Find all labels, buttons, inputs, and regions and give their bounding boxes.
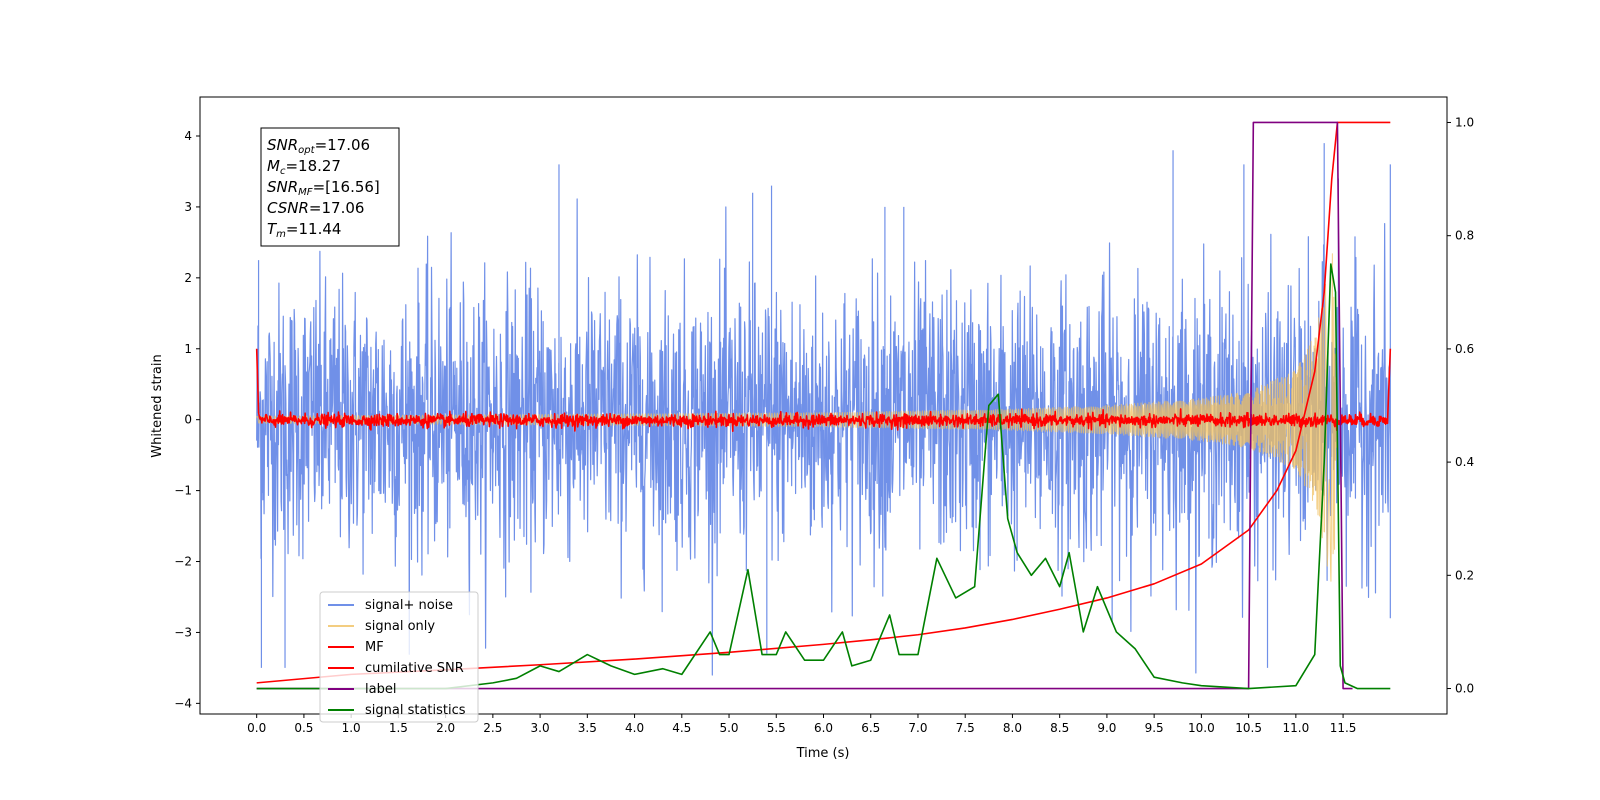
y-tick-label: 2	[184, 271, 192, 285]
series-label-line	[256, 121, 1353, 690]
series-signal-statistics-line	[256, 263, 1391, 690]
y-tick-label: −4	[174, 696, 192, 710]
y-right-tick-label: 1.0	[1455, 115, 1474, 129]
annotation-line: CSNR=17.06	[267, 199, 364, 217]
series-signal-only-line	[256, 253, 1338, 582]
legend-label-mf: MF	[365, 640, 384, 655]
annotation-line: SNRopt=17.06	[267, 136, 370, 156]
x-tick-label: 8.0	[1003, 721, 1022, 735]
x-tick-label: 6.5	[861, 721, 880, 735]
y-tick-label: 1	[184, 342, 192, 356]
annotation-line: Mc=18.27	[267, 157, 341, 177]
x-tick-label: 7.5	[956, 721, 975, 735]
series-layer	[255, 121, 1392, 690]
x-tick-label: 5.0	[719, 721, 738, 735]
x-axis-label: Time (s)	[796, 746, 850, 761]
x-tick-label: 2.5	[483, 721, 502, 735]
legend-label-label: label	[365, 682, 396, 697]
x-tick-label: 2.0	[436, 721, 455, 735]
x-tick-label: 9.0	[1097, 721, 1116, 735]
y-right-tick-label: 0.8	[1455, 229, 1474, 243]
x-tick-label: 3.0	[531, 721, 550, 735]
x-tick-label: 0.5	[294, 721, 313, 735]
y-right-tick-label: 0.4	[1455, 455, 1474, 469]
x-tick-label: 8.5	[1050, 721, 1069, 735]
annotation-line: SNRMF=[16.56]	[267, 178, 380, 198]
annotation-box: SNRopt=17.06Mc=18.27SNRMF=[16.56]CSNR=17…	[260, 127, 400, 247]
x-tick-label: 10.5	[1235, 721, 1262, 735]
x-tick-label: 6.0	[814, 721, 833, 735]
series-mf-line	[255, 348, 1392, 432]
legend-frame	[319, 591, 479, 723]
y-tick-label: 4	[184, 129, 192, 143]
x-tick-label: 1.0	[342, 721, 361, 735]
x-tick-label: 11.5	[1330, 721, 1357, 735]
legend-label-signal-statistics: signal statistics	[365, 703, 466, 718]
y-right-tick-label: 0.6	[1455, 342, 1474, 356]
x-tick-label: 5.5	[767, 721, 786, 735]
y-right-tick-label: 0.0	[1455, 682, 1474, 696]
y-tick-label: −3	[174, 625, 192, 639]
legend: signal+ noise signal only MF cumilative SNR…	[319, 591, 479, 723]
x-tick-label: 4.5	[672, 721, 691, 735]
x-tick-label: 3.5	[578, 721, 597, 735]
x-tick-label: 9.5	[1145, 721, 1164, 735]
x-axis: 0.0 0.5 1.0 1.5 2.0 2.5 3.0 3.5 4.0 4.5 5.0 5.5 6.0 6…	[247, 714, 1356, 735]
legend-label-signal-only: signal only	[365, 619, 435, 634]
series-cumilative-snr-line	[256, 121, 1391, 684]
y-tick-label: 0	[184, 413, 192, 427]
legend-label-cumilative-snr: cumilative SNR	[365, 661, 464, 676]
y-right-tick-label: 0.2	[1455, 568, 1474, 582]
legend-label-signal-noise: signal+ noise	[365, 598, 453, 613]
y-tick-label: −1	[174, 484, 192, 498]
y-axis-label: Whitened strain	[150, 354, 165, 457]
annotation-frame	[260, 127, 400, 247]
y-axis-left: 4 3 2 1 0 −1 −2 −3 −4	[174, 129, 200, 710]
x-tick-label: 7.0	[908, 721, 927, 735]
x-tick-label: 1.5	[389, 721, 408, 735]
x-tick-label: 0.0	[247, 721, 266, 735]
y-tick-label: 3	[184, 200, 192, 214]
annotation-line: Tm=11.44	[267, 220, 341, 240]
x-tick-label: 4.0	[625, 721, 644, 735]
y-tick-label: −2	[174, 555, 192, 569]
plot-area	[199, 96, 1448, 715]
x-tick-label: 10.0	[1188, 721, 1215, 735]
x-tick-label: 11.0	[1282, 721, 1309, 735]
y-axis-right: 1.0 0.8 0.6 0.4 0.2 0.0	[1447, 115, 1474, 696]
